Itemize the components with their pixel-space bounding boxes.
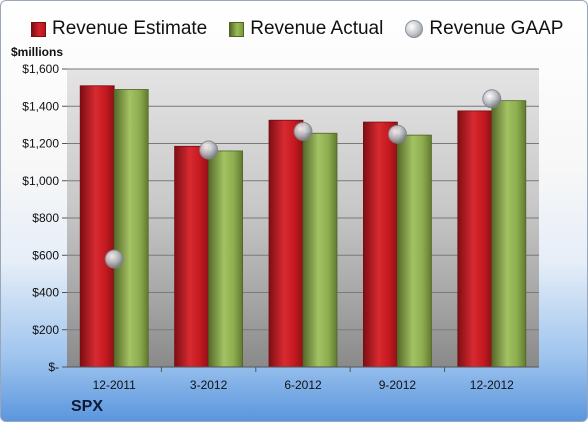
legend-label-actual: Revenue Actual [250, 18, 384, 39]
legend-item-estimate: Revenue Estimate [31, 18, 207, 40]
y-tick-label: $1,000 [22, 174, 59, 188]
legend-swatch-estimate [31, 21, 46, 37]
point-revenue-gaap [104, 249, 124, 269]
y-tick-label: $800 [32, 211, 59, 225]
bar-revenue-actual [208, 150, 244, 368]
y-tick-label: $1,200 [22, 137, 59, 151]
x-tick-label: 12-2012 [470, 378, 514, 392]
legend-label-estimate: Revenue Estimate [52, 18, 208, 39]
bar-revenue-actual [396, 134, 432, 368]
legend-swatch-actual [229, 21, 245, 37]
legend: Revenue Estimate Revenue Actual Revenue … [31, 16, 563, 42]
y-tick-label: $600 [32, 248, 59, 262]
legend-label-gaap: Revenue GAAP [429, 18, 564, 39]
point-revenue-gaap [293, 121, 313, 141]
bar-revenue-estimate [174, 145, 210, 368]
x-tick-label: 9-2012 [379, 378, 417, 392]
gaap-points [104, 89, 502, 269]
bar-revenue-estimate [268, 119, 304, 368]
y-tick-label: $- [48, 360, 59, 374]
x-tick-label: 3-2012 [190, 378, 228, 392]
y-axis-unit-label: $millions [11, 45, 64, 59]
bar-revenue-estimate [457, 110, 493, 368]
company-label: SPX [71, 398, 104, 415]
bar-revenue-actual [113, 89, 149, 368]
y-tick-label: $1,600 [22, 62, 59, 76]
y-tick-label: $400 [32, 286, 59, 300]
x-tick-label: 6-2012 [284, 378, 322, 392]
point-revenue-gaap [482, 89, 502, 109]
y-axis-ticks: $- $200 $400 $600 $800 $1,000 $1,200 $1,400 $1,6… [22, 62, 67, 374]
bar-revenue-actual [302, 132, 338, 368]
bar-revenue-actual [491, 100, 527, 368]
y-tick-label: $1,400 [22, 99, 59, 113]
x-tick-label: 12-2011 [93, 378, 136, 392]
legend-item-actual: Revenue Actual [229, 18, 383, 40]
bar-revenue-estimate [362, 121, 398, 368]
x-axis-ticks: 12-2011 3-2012 6-2012 9-2012 12-2012 [93, 367, 514, 392]
legend-marker-gaap [405, 20, 424, 38]
legend-item-gaap: Revenue GAAP [405, 18, 563, 40]
bar-revenue-estimate [79, 85, 115, 368]
y-tick-label: $200 [32, 323, 59, 337]
point-revenue-gaap [199, 140, 219, 160]
point-revenue-gaap [387, 124, 407, 144]
